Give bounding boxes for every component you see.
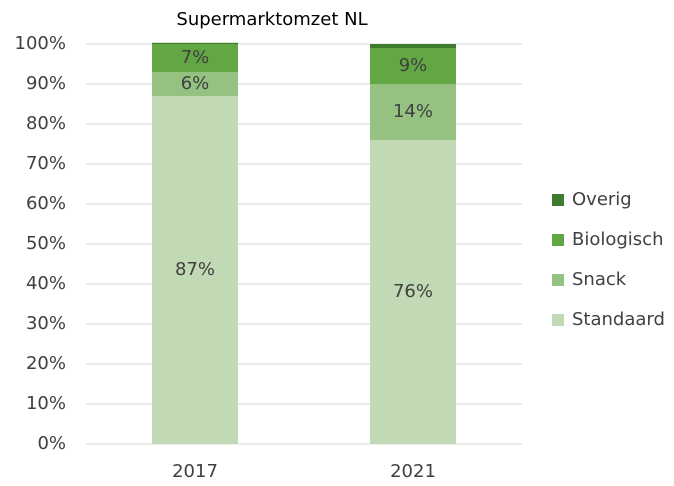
legend-label: Standaard xyxy=(572,309,665,330)
legend-label: Overig xyxy=(572,189,632,210)
x-tick-label: 2017 xyxy=(172,461,218,482)
bar-segment xyxy=(152,42,238,44)
data-label: 87% xyxy=(175,259,215,280)
legend-swatch xyxy=(552,234,564,246)
y-tick-label: 10% xyxy=(26,393,66,414)
bar-segment xyxy=(370,140,456,444)
legend-label: Biologisch xyxy=(572,229,664,250)
data-label: 7% xyxy=(181,47,210,68)
legend-swatch xyxy=(552,194,564,206)
y-tick-label: 0% xyxy=(37,433,66,454)
y-tick-label: 90% xyxy=(26,73,66,94)
bar-segment xyxy=(152,72,238,96)
bar-segment xyxy=(152,96,238,444)
data-label: 14% xyxy=(393,101,433,122)
y-tick-label: 100% xyxy=(15,33,66,54)
bar-segment xyxy=(152,44,238,72)
legend-swatch xyxy=(552,314,564,326)
legend-label: Snack xyxy=(572,269,627,290)
y-tick-label: 20% xyxy=(26,353,66,374)
y-tick-label: 40% xyxy=(26,273,66,294)
y-tick-label: 60% xyxy=(26,193,66,214)
y-tick-label: 50% xyxy=(26,233,66,254)
data-label: 9% xyxy=(399,55,428,76)
y-tick-label: 70% xyxy=(26,153,66,174)
bar-segment xyxy=(370,48,456,84)
y-tick-label: 30% xyxy=(26,313,66,334)
data-label: 76% xyxy=(393,281,433,302)
legend-swatch xyxy=(552,274,564,286)
chart-title: Supermarktomzet NL xyxy=(176,9,367,30)
bar-segment xyxy=(370,44,456,48)
y-tick-label: 80% xyxy=(26,113,66,134)
data-label: 6% xyxy=(181,73,210,94)
bar-segment xyxy=(370,84,456,140)
x-tick-label: 2021 xyxy=(390,461,436,482)
